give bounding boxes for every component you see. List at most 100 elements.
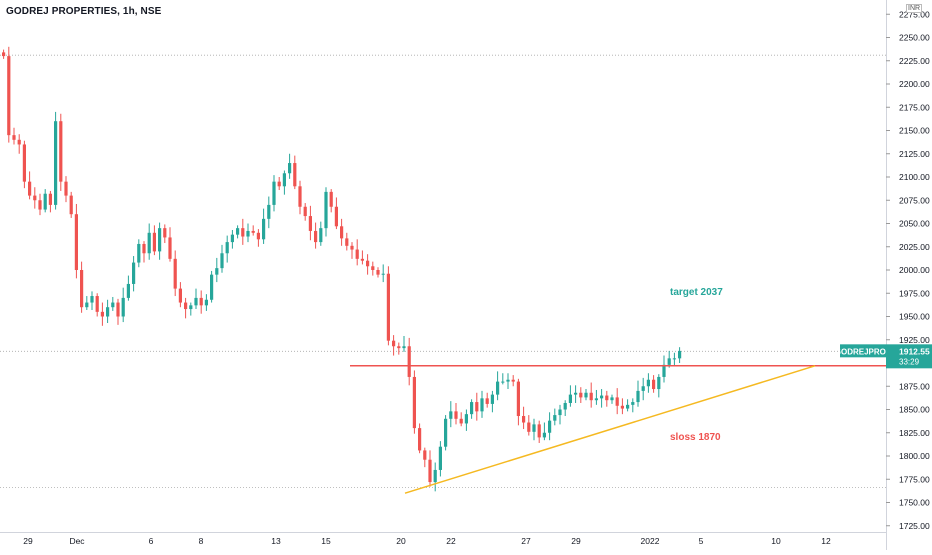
candle-body <box>303 206 307 217</box>
candle <box>225 235 229 263</box>
candle <box>132 256 136 292</box>
candle <box>215 257 219 283</box>
candle <box>184 297 188 319</box>
candle-body <box>178 288 182 303</box>
candle-body <box>106 307 110 317</box>
chart-title: GODREJ PROPERTIES, 1h, NSE <box>6 6 162 17</box>
candle-body <box>537 424 541 438</box>
candle <box>199 290 203 314</box>
candle-body <box>95 296 99 312</box>
candle <box>340 218 344 246</box>
x-tick-label: 2022 <box>641 536 660 546</box>
candle-body <box>464 414 468 424</box>
candle-body <box>418 428 422 451</box>
candle-body <box>314 230 318 243</box>
candle <box>631 398 635 413</box>
price-tag-countdown: 33:29 <box>899 357 920 366</box>
candle-body <box>657 376 661 390</box>
candle-body <box>678 350 682 359</box>
candle <box>74 203 78 279</box>
candle <box>173 250 177 297</box>
candle-body <box>215 268 219 275</box>
candle <box>38 193 42 216</box>
candle <box>475 392 479 421</box>
y-tick-label: 2025.00 <box>899 242 930 252</box>
candle <box>392 335 396 356</box>
candle <box>537 420 541 443</box>
candle <box>59 113 63 191</box>
candle-body <box>371 266 375 270</box>
candle-body <box>667 358 671 365</box>
candle-body <box>459 418 463 424</box>
candle <box>412 370 416 434</box>
candle-body <box>376 270 380 275</box>
candle <box>568 385 572 407</box>
candle <box>527 415 531 436</box>
candle <box>423 447 427 468</box>
candle <box>121 287 125 323</box>
candle <box>600 389 604 408</box>
candle <box>69 191 73 218</box>
candle-body <box>532 424 536 432</box>
candle-body <box>168 237 172 259</box>
candle <box>106 299 110 324</box>
candle-body <box>475 402 479 412</box>
candle-body <box>329 191 333 207</box>
candle <box>204 294 208 311</box>
candle <box>303 203 307 221</box>
candle <box>501 373 505 385</box>
candle-body <box>12 135 16 140</box>
candle-body <box>620 405 624 409</box>
y-tick-label: 1950.00 <box>899 312 930 322</box>
candle-body <box>43 193 47 210</box>
candle-body <box>111 302 115 308</box>
candle-body <box>496 381 500 395</box>
candle-body <box>553 415 557 421</box>
candle <box>652 375 656 393</box>
candle-body <box>355 249 359 259</box>
y-tick-label: 1725.00 <box>899 521 930 531</box>
candle-body <box>308 216 312 231</box>
candle-body <box>386 273 390 341</box>
candle <box>444 415 448 451</box>
candle <box>470 399 474 419</box>
candle <box>100 302 104 326</box>
candle <box>12 127 16 145</box>
candle <box>678 347 682 363</box>
currency-label[interactable]: INR <box>906 4 923 13</box>
candle-body <box>428 459 432 483</box>
candle <box>272 175 276 212</box>
price-tag-value: 1912.55 <box>899 346 930 356</box>
candle-body <box>381 273 385 275</box>
candle <box>433 462 437 492</box>
y-tick-label: 2275.00 <box>899 9 930 19</box>
candle-body <box>272 181 276 205</box>
candle-body <box>38 200 42 210</box>
candle-body <box>360 258 364 261</box>
candle <box>589 382 593 408</box>
candle-body <box>210 274 214 300</box>
candle-body <box>433 469 437 483</box>
candle <box>90 291 94 310</box>
candle <box>438 441 442 477</box>
candle-body <box>298 186 302 207</box>
candle-body <box>147 232 151 254</box>
candle <box>641 377 645 401</box>
candle-body <box>527 422 531 432</box>
candle-body <box>438 446 442 470</box>
candle-body <box>594 398 598 401</box>
candle-body <box>454 411 458 419</box>
candle-body <box>33 195 37 201</box>
candle-body <box>194 297 198 306</box>
candle <box>386 266 390 346</box>
candle <box>189 302 193 316</box>
candle <box>256 229 260 247</box>
candle-body <box>225 242 229 254</box>
candle-body <box>7 56 11 136</box>
candle-body <box>610 397 614 401</box>
candle-body <box>319 228 323 243</box>
y-tick-label: 1825.00 <box>899 428 930 438</box>
candle-body <box>132 262 136 284</box>
